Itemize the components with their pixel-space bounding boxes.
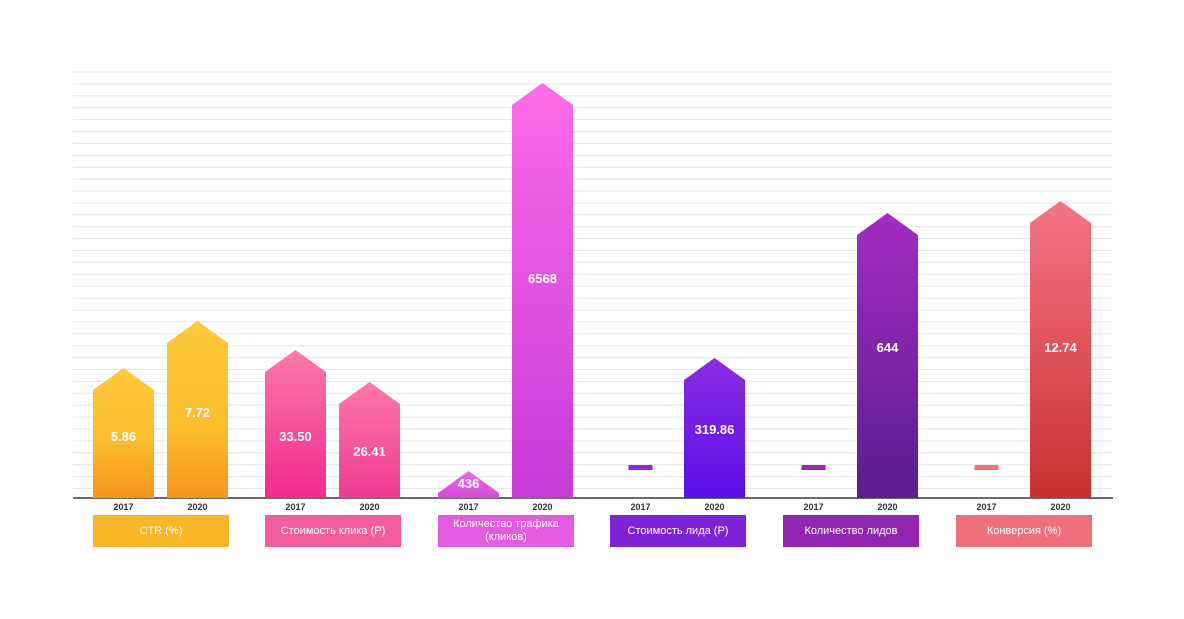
data-label: 319.86 — [695, 422, 735, 437]
data-label: 6568 — [528, 271, 557, 286]
bar-5-2020 — [1030, 201, 1091, 498]
data-label: 5.86 — [111, 429, 136, 444]
x-tick-label: 2017 — [630, 502, 650, 512]
x-tick-label: 2017 — [976, 502, 996, 512]
category-label: Стоимость клика (Р) — [265, 515, 401, 547]
category-label: Стоимость лида (Р) — [610, 515, 746, 547]
category-label: Количество лидов — [783, 515, 919, 547]
x-tick-label: 2017 — [458, 502, 478, 512]
category-label: Количество трафика (кликов) — [438, 515, 574, 547]
x-tick-label: 2017 — [285, 502, 305, 512]
data-label: 26.41 — [353, 444, 386, 459]
bar-2-2017 — [438, 471, 499, 498]
x-tick-label: 2020 — [877, 502, 897, 512]
bar-1-2020 — [339, 382, 400, 498]
data-label: 7.72 — [185, 405, 210, 420]
category-label: CTR (%) — [93, 515, 229, 547]
bar-1-2017 — [265, 350, 326, 498]
bar-0-2017 — [93, 368, 154, 498]
x-tick-label: 2020 — [187, 502, 207, 512]
x-tick-label: 2020 — [1050, 502, 1070, 512]
category-label: Конверсия (%) — [956, 515, 1092, 547]
x-tick-label: 2017 — [113, 502, 133, 512]
bar-0-2020 — [167, 321, 228, 498]
gridlines — [73, 71, 1113, 489]
bar-3-2020 — [684, 358, 745, 498]
data-label: 436 — [458, 476, 480, 491]
data-label: 644 — [877, 340, 899, 355]
x-tick-label: 2020 — [359, 502, 379, 512]
data-label: 12.74 — [1044, 340, 1077, 355]
bar-2-2020 — [512, 83, 573, 498]
data-label: 33.50 — [279, 429, 312, 444]
x-tick-label: 2017 — [803, 502, 823, 512]
bar-5-2017-empty — [974, 465, 999, 470]
bar-4-2020 — [857, 213, 918, 498]
bar-3-2017-empty — [628, 465, 653, 470]
x-tick-label: 2020 — [704, 502, 724, 512]
x-tick-label: 2020 — [532, 502, 552, 512]
bar-4-2017-empty — [801, 465, 826, 470]
